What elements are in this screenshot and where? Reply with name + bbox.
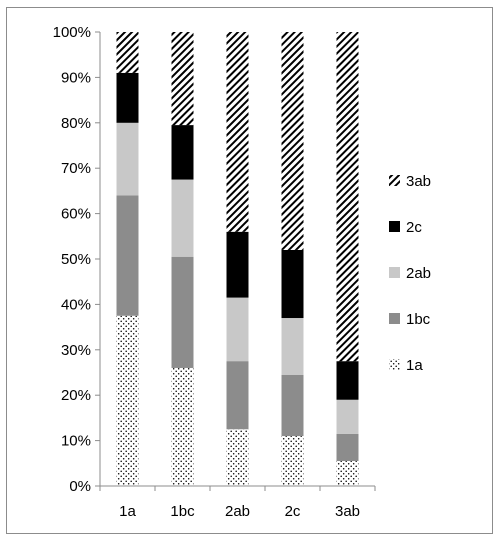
legend-swatch-2ab: [389, 267, 400, 278]
bar-2ab-1a: [226, 429, 249, 486]
bar-2c-1a: [281, 436, 304, 486]
bar-2c-3ab: [281, 32, 304, 250]
x-tick-label: 3ab: [335, 503, 360, 520]
y-tick-label: 100%: [53, 24, 91, 41]
legend-swatch-1bc: [389, 313, 400, 324]
bar-3ab-2ab: [336, 399, 359, 434]
y-tick-label: 30%: [61, 342, 91, 359]
bar-1bc-3ab: [171, 32, 194, 126]
y-tick-label: 70%: [61, 160, 91, 177]
y-tick-label: 20%: [61, 387, 91, 404]
x-tick-label: 1a: [119, 503, 136, 520]
bar-3ab-3ab: [336, 32, 359, 362]
bar-stacks: [116, 32, 359, 486]
bar-2c-1bc: [281, 374, 304, 437]
bar-2ab-2c: [226, 231, 249, 298]
y-tick-label: 0%: [69, 478, 91, 495]
legend-swatch-2c: [389, 221, 400, 232]
bar-1bc-2ab: [171, 179, 194, 257]
bar-3ab-1a: [336, 461, 359, 486]
bar-1a-1a: [116, 315, 139, 486]
legend-swatch-1a: [389, 359, 400, 370]
bar-3ab-1bc: [336, 433, 359, 462]
bar-3ab-2c: [336, 361, 359, 400]
bar-1bc-1a: [171, 367, 194, 486]
y-tick-label: 60%: [61, 206, 91, 223]
legend-label-2c: 2c: [406, 219, 422, 236]
legend-label-3ab: 3ab: [406, 173, 431, 190]
legend-label-1a: 1a: [406, 357, 423, 374]
axes: 0% 10% 20% 30% 40% 50% 60% 70% 80% 90% 100% 1a 1bc 2a…: [53, 24, 376, 520]
bar-2ab-1bc: [226, 361, 249, 430]
legend: 3ab 2c 2ab 1bc 1a: [389, 173, 431, 374]
y-tick-label: 80%: [61, 115, 91, 132]
bar-2ab-3ab: [226, 32, 249, 232]
bar-2ab-2ab: [226, 297, 249, 362]
legend-label-1bc: 1bc: [406, 311, 431, 328]
x-tick-label: 2c: [285, 503, 301, 520]
bar-1a-2ab: [116, 122, 139, 196]
bar-1a-2c: [116, 72, 139, 123]
x-tick-label: 2ab: [225, 503, 250, 520]
y-tick-label: 90%: [61, 69, 91, 86]
chart-frame: [6, 7, 493, 534]
bar-1a-1bc: [116, 195, 139, 316]
y-tick-label: 40%: [61, 296, 91, 313]
x-tick-label: 1bc: [170, 503, 195, 520]
bar-2c-2c: [281, 249, 304, 319]
legend-label-2ab: 2ab: [406, 265, 431, 282]
legend-swatch-3ab: [389, 175, 400, 186]
bar-2c-2ab: [281, 318, 304, 375]
bar-1bc-2c: [171, 125, 194, 180]
bar-1bc-1bc: [171, 256, 194, 368]
y-tick-label: 50%: [61, 251, 91, 268]
y-tick-label: 10%: [61, 433, 91, 450]
bar-1a-3ab: [116, 32, 139, 73]
